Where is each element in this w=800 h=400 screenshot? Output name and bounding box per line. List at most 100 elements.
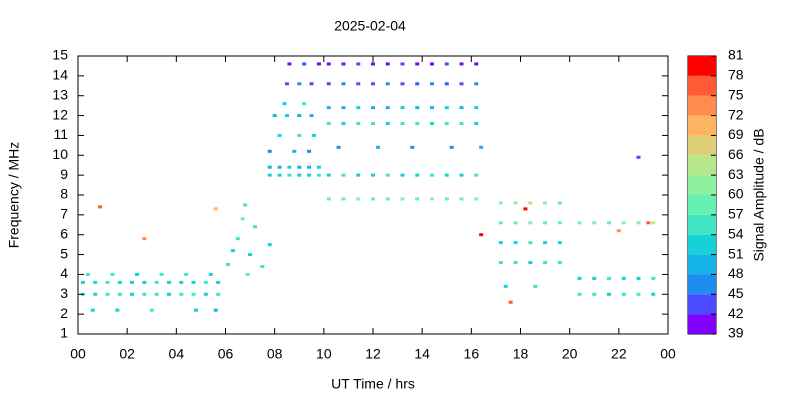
data-cell — [557, 241, 562, 245]
x-tick-label: 12 — [365, 346, 381, 362]
y-tick-label: 14 — [52, 67, 68, 83]
data-cell — [375, 145, 380, 149]
data-cell — [371, 62, 375, 66]
data-cell — [130, 280, 135, 284]
y-tick-label: 15 — [52, 47, 68, 63]
data-cell — [474, 173, 479, 177]
x-tick-label: 16 — [464, 346, 480, 362]
colorbar-tick-label: 75 — [728, 86, 744, 102]
data-cell — [267, 165, 272, 169]
data-cell — [213, 308, 218, 312]
data-cell — [385, 82, 390, 86]
data-cell — [316, 173, 321, 177]
data-cell — [646, 221, 651, 225]
data-cell — [194, 308, 198, 312]
data-cell — [267, 149, 272, 153]
data-cell — [621, 221, 626, 225]
data-cell — [400, 122, 405, 126]
data-cell — [272, 114, 277, 118]
data-cell — [385, 197, 390, 201]
x-tick-label: 04 — [169, 346, 185, 362]
data-cell — [400, 82, 405, 86]
data-cell — [528, 241, 533, 245]
data-cell — [341, 122, 346, 126]
colorbar-tick-label: 81 — [728, 47, 744, 63]
data-cell — [287, 173, 292, 177]
data-cell — [154, 280, 159, 284]
data-cell — [449, 145, 454, 149]
data-cell — [309, 114, 314, 118]
data-cell — [191, 292, 196, 296]
y-tick-label: 13 — [52, 86, 68, 102]
data-cell — [248, 253, 253, 257]
data-cell — [592, 292, 597, 296]
data-cell — [326, 173, 331, 177]
data-cell — [592, 221, 597, 225]
y-tick-label: 7 — [60, 206, 68, 222]
data-cell — [636, 292, 641, 296]
data-cell — [312, 133, 316, 137]
data-cell — [326, 122, 331, 126]
data-cell — [385, 122, 390, 126]
data-cell — [142, 280, 147, 284]
data-cell — [316, 62, 321, 66]
data-cell — [543, 261, 548, 265]
data-cell — [430, 173, 434, 177]
data-cell — [356, 82, 361, 86]
data-cell — [651, 221, 656, 225]
data-cell — [302, 62, 307, 66]
data-cell — [117, 280, 122, 284]
colorbar-tick-label: 72 — [728, 106, 744, 122]
colorbar-band — [688, 274, 716, 295]
data-cell — [159, 272, 164, 276]
data-cell — [430, 106, 434, 110]
y-tick-label: 11 — [53, 126, 68, 142]
data-cell — [341, 62, 346, 66]
data-cell — [636, 155, 641, 159]
colorbar-band — [688, 75, 716, 96]
data-cell — [430, 197, 434, 201]
data-cell — [115, 308, 120, 312]
data-cell — [203, 292, 208, 296]
plot-marks — [80, 62, 656, 312]
colorbar-band — [688, 135, 716, 156]
data-cell — [267, 173, 272, 177]
data-cell — [277, 133, 282, 137]
data-cell — [105, 280, 110, 284]
data-cell — [80, 280, 85, 284]
data-cell — [513, 241, 518, 245]
x-tick-label: 00 — [70, 346, 86, 362]
y-tick-label: 10 — [52, 146, 68, 162]
data-cell — [459, 62, 464, 66]
data-cell — [444, 62, 449, 66]
data-cell — [297, 165, 302, 169]
data-cell — [316, 165, 321, 169]
data-cell — [356, 173, 361, 177]
x-tick-label: 00 — [660, 346, 676, 362]
data-cell — [284, 114, 289, 118]
data-cell — [479, 145, 484, 149]
data-cell — [508, 300, 513, 304]
chart-title: 2025-02-04 — [334, 18, 406, 34]
data-cell — [356, 106, 361, 110]
x-tick-label: 08 — [267, 346, 283, 362]
data-cell — [385, 173, 390, 177]
x-tick-label: 06 — [218, 346, 234, 362]
data-cell — [607, 221, 611, 225]
data-cell — [166, 280, 171, 284]
data-cell — [607, 276, 611, 280]
data-cell — [621, 276, 626, 280]
colorbar-tick-label: 42 — [728, 305, 744, 321]
colorbar-band — [688, 294, 716, 315]
data-cell — [498, 221, 503, 225]
data-cell — [110, 272, 115, 276]
data-cell — [430, 62, 434, 66]
data-cell — [557, 261, 562, 265]
data-cell — [230, 249, 235, 253]
data-cell — [245, 272, 250, 276]
x-tick-label: 20 — [562, 346, 578, 362]
data-cell — [400, 62, 405, 66]
data-cell — [93, 280, 98, 284]
data-cell — [191, 280, 196, 284]
data-cell — [166, 292, 171, 296]
